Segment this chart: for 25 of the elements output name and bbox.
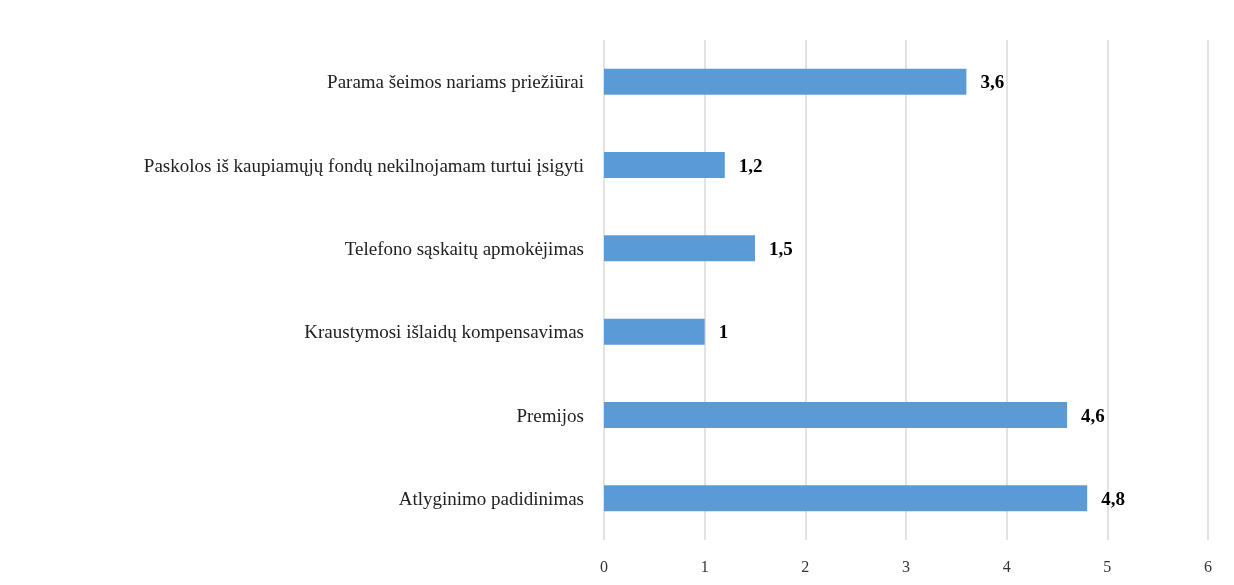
y-tick-label: Atlyginimo padidinimas <box>398 487 584 509</box>
data-label: 3,6 <box>980 71 1005 93</box>
x-tick-label: 3 <box>902 557 910 575</box>
y-tick-label: Telefono sąskaitų apmokėjimas <box>344 237 584 259</box>
data-label: 4,8 <box>1101 487 1125 509</box>
x-tick-label: 0 <box>600 557 608 575</box>
data-label: 1 <box>718 321 729 343</box>
bar <box>604 235 755 262</box>
x-tick-label: 4 <box>1002 557 1011 575</box>
x-tick-label: 6 <box>1204 557 1212 575</box>
y-tick-label: Kraustymosi išlaidų kompensavimas <box>304 321 584 343</box>
bar <box>604 152 725 178</box>
y-tick-label: Premijos <box>516 404 584 426</box>
data-label: 1,2 <box>738 154 763 176</box>
x-tick-label: 1 <box>700 557 709 575</box>
y-tick-label: Paskolos iš kaupiamųjų fondų nekilnojamam turtui įsigyti <box>143 154 584 176</box>
bar <box>604 318 705 345</box>
bar <box>604 68 967 95</box>
x-tick-label: 5 <box>1103 557 1112 575</box>
bar <box>604 485 1088 512</box>
bar <box>604 402 1068 428</box>
x-tick-label: 2 <box>801 557 810 575</box>
data-label: 4,6 <box>1081 404 1105 426</box>
data-label: 1,5 <box>769 237 793 259</box>
y-tick-label: Parama šeimos nariams priežiūrai <box>327 71 584 93</box>
